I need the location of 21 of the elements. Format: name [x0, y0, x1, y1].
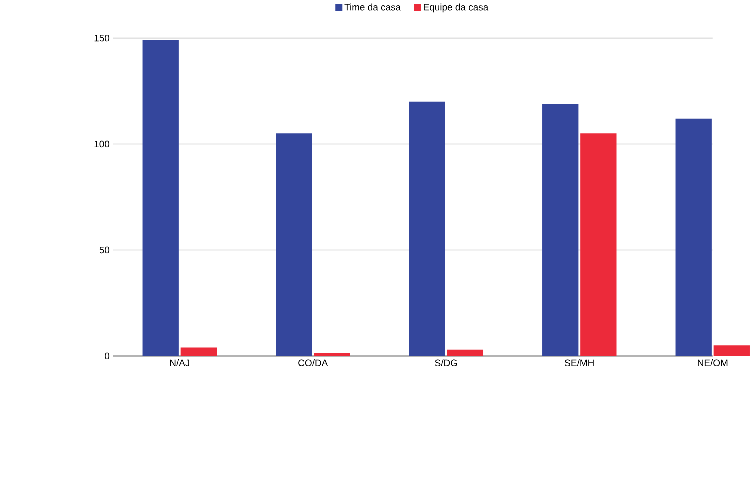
x-tick-label: SE/MH [565, 360, 594, 367]
y-tick-label: 100 [94, 141, 110, 148]
bar [409, 102, 446, 356]
bar [276, 134, 312, 356]
bar [447, 350, 484, 356]
x-tick-label: N/AJ [170, 360, 190, 367]
bar [714, 346, 750, 356]
y-tick-label: 50 [100, 246, 110, 254]
bar [676, 118, 712, 356]
bar [180, 348, 218, 356]
bar [542, 104, 579, 356]
legend-label: Time da casa [344, 4, 402, 11]
y-tick-label: 150 [94, 35, 110, 42]
bar [142, 40, 179, 356]
legend-label: Equipe da casa [424, 4, 489, 13]
y-tick-label: 0 [105, 352, 110, 360]
x-tick-label: NE/OM [698, 360, 728, 367]
bar [314, 353, 350, 356]
x-tick-label: S/DG [435, 360, 458, 367]
x-tick-label: CO/DA [298, 360, 328, 367]
bar [580, 134, 617, 356]
